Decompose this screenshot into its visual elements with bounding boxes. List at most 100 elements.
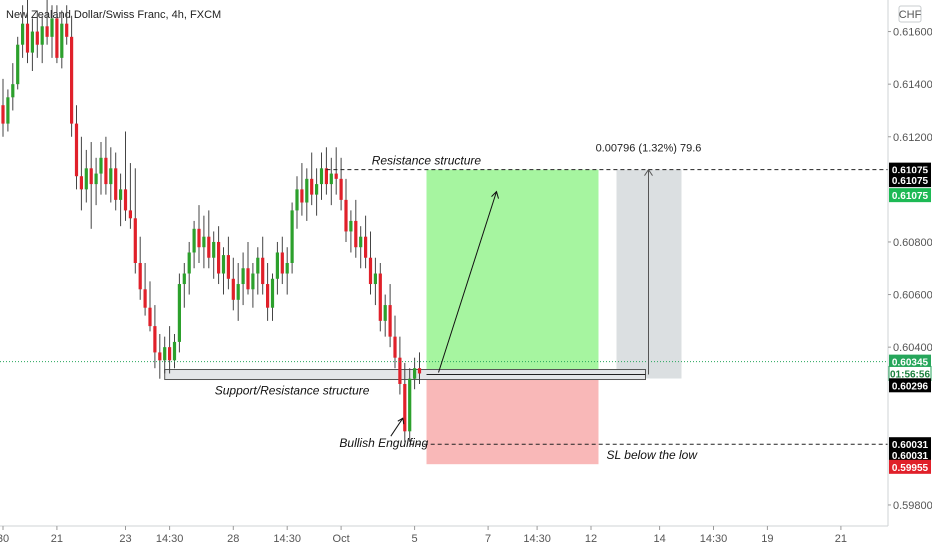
candle-body (349, 220, 353, 232)
price-badge (889, 173, 931, 188)
candle-body (99, 157, 103, 174)
candle-body (94, 173, 98, 185)
candle-body (256, 257, 260, 274)
x-axis-ticks: 30 21 23 14:30 28 14:30 Oct 5 7 14:30 12 14 14:30 19 2… (0, 526, 847, 545)
candle-body (231, 278, 235, 300)
engulfing-arrow-head (397, 417, 405, 425)
candle-body (329, 173, 333, 185)
candle-body (221, 255, 226, 274)
profit-zone (426, 169, 599, 375)
candle-body (241, 268, 245, 285)
x-tick-label: 23 (119, 533, 131, 545)
candle-body (60, 23, 64, 58)
engulfing-arrow (390, 417, 404, 437)
candle-body (119, 189, 123, 200)
candle-body (398, 357, 402, 384)
candle-body (163, 347, 167, 361)
price-badge-label: 0.60296 (892, 381, 929, 392)
x-tick-label: 14:30 (156, 533, 184, 545)
candle-body (148, 307, 152, 327)
y-axis-ticks: 0.61600 0.61400 0.61200 0.60800 0.60600 0.604… (888, 27, 932, 512)
candle-body (133, 218, 137, 263)
candle-body (315, 184, 319, 195)
x-tick-label: 14:30 (523, 533, 551, 545)
candle-body (373, 273, 377, 285)
candle-body (261, 257, 265, 285)
engulfing-label: Bullish Engulfing (339, 436, 428, 450)
candle-body (197, 228, 201, 248)
candle-body (123, 189, 128, 211)
candle-body (280, 252, 284, 274)
y-tick-label: 0.61400 (893, 79, 932, 91)
price-badge (889, 437, 931, 452)
price-badge-label: 0.61075 (892, 191, 929, 202)
loss-zone (426, 374, 599, 465)
price-badge-label: 0.60031 (892, 440, 929, 451)
y-tick-label: 0.60400 (893, 342, 932, 354)
candle-body (192, 228, 196, 253)
candle-body (35, 31, 39, 45)
candle-body (202, 236, 206, 248)
candle-body (334, 173, 338, 179)
x-tick-label: 5 (412, 533, 418, 545)
candle-body (403, 383, 407, 432)
x-tick-label: 19 (761, 533, 773, 545)
candle-body (114, 168, 118, 200)
y-tick-label: 0.61600 (893, 27, 932, 39)
candle-body (79, 176, 83, 190)
candle-body (383, 305, 387, 321)
support-label: Support/Resistance structure (215, 384, 370, 398)
candle-body (319, 168, 324, 185)
x-tick-label: 7 (485, 533, 491, 545)
candle-body (212, 241, 216, 258)
candle-body (217, 241, 221, 274)
candle-body (30, 31, 34, 53)
candle-body (344, 199, 348, 232)
candle-body (417, 368, 422, 374)
price-badge (889, 447, 931, 462)
x-tick-label: 21 (835, 533, 847, 545)
candle-body (339, 178, 343, 200)
candle-body (182, 273, 186, 285)
stop-label: SL below the low (607, 448, 699, 462)
x-tick-label: 14:30 (273, 533, 301, 545)
price-badge-label: 0.60031 (892, 451, 929, 462)
candle-body (143, 289, 147, 308)
candles-layer (1, 0, 422, 442)
currency-label: CHF (899, 9, 922, 21)
price-badge-label: 01:56:56 (890, 369, 930, 380)
candle-body (11, 84, 15, 98)
candle-body (324, 168, 328, 185)
candle-body (25, 23, 30, 53)
chart-title: New Zealand Dollar/Swiss Franc, 4h, FXCM (6, 9, 221, 21)
currency-box[interactable] (898, 5, 922, 23)
y-tick-label: 0.59800 (893, 500, 932, 512)
price-badge-label: 0.60345 (892, 358, 929, 369)
candle-body (89, 168, 93, 185)
candle-body (364, 236, 368, 258)
x-tick-label: 14:30 (700, 533, 728, 545)
price-badge-label: 0.59955 (892, 463, 929, 474)
candle-body (310, 178, 314, 195)
candle-body (109, 168, 113, 185)
candle-body (290, 210, 294, 263)
x-tick-label: 28 (227, 533, 239, 545)
candle-body (388, 305, 392, 337)
candle-body (172, 341, 177, 361)
candle-body (236, 284, 240, 300)
y-tick-label: 0.60600 (893, 290, 932, 302)
price-badges: 0.610750.610750.610750.6034501:56:560.60… (888, 162, 932, 474)
candle-body (393, 336, 397, 358)
x-tick-label: 21 (51, 533, 63, 545)
candle-body (70, 36, 74, 124)
candle-body (128, 210, 132, 219)
candle-body (300, 189, 304, 203)
candle-body (378, 273, 382, 321)
candle-body (270, 278, 275, 308)
candle-body (251, 273, 255, 290)
x-tick-label: 30 (0, 533, 9, 545)
price-badge (889, 459, 931, 474)
resistance-label: Resistance structure (372, 154, 482, 168)
candle-body (354, 220, 358, 248)
